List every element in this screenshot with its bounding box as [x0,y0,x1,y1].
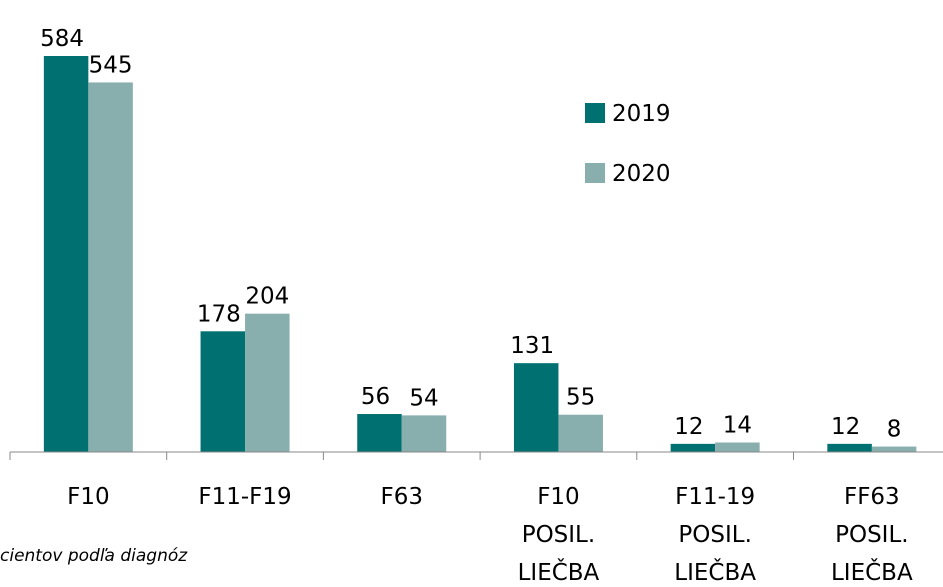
label-line: LIEČBA [674,558,756,586]
x-tick-label: F11-19 POSIL. LIEČBA [674,484,756,586]
bar [513,363,559,452]
label-line: LIEČBA [831,558,913,586]
data-label: 204 [245,284,289,310]
x-tick-label: F10 [67,484,110,510]
label-line: POSIL. [678,522,751,548]
bar [401,415,447,452]
bar [827,443,872,452]
bar [670,443,716,452]
x-tick-label: FF63 POSIL. LIEČBA [831,484,913,586]
bar [200,331,246,452]
label-line: F10 [67,484,110,510]
data-label: 545 [89,52,133,78]
bar [715,442,760,452]
bar [88,82,133,453]
bar [558,414,603,452]
x-tick-label: F11-F19 [198,484,291,510]
data-label: 12 [674,414,703,440]
label-line: FF63 [844,484,900,510]
data-label: 14 [723,413,752,439]
data-label: 131 [510,333,554,359]
x-tick-label: F63 [381,484,424,510]
bar [245,313,290,452]
legend-label: 2020 [612,161,671,187]
bar [357,414,402,452]
data-label: 178 [197,301,241,327]
label-line: POSIL. [522,522,595,548]
label-line: F11-F19 [198,484,291,510]
label-line: LIEČBA [518,558,600,586]
data-label: 56 [361,384,390,410]
label-line: POSIL. [835,522,908,548]
data-label: 12 [831,414,860,440]
legend-label: 2019 [612,101,671,127]
data-label: 54 [409,385,438,411]
bar [43,56,89,452]
x-tick-label: F10 POSIL. LIEČBA [518,484,600,586]
data-label: 8 [887,417,902,443]
bar [871,446,917,452]
data-label: 55 [566,385,595,411]
legend-swatch [585,163,605,183]
label-line: F11-19 [675,484,755,510]
data-label: 584 [40,26,84,52]
label-line: F63 [381,484,424,510]
legend-swatch [585,103,605,123]
label-line: F10 [537,484,580,510]
caption: cientov podľa diagnóz [0,546,188,566]
